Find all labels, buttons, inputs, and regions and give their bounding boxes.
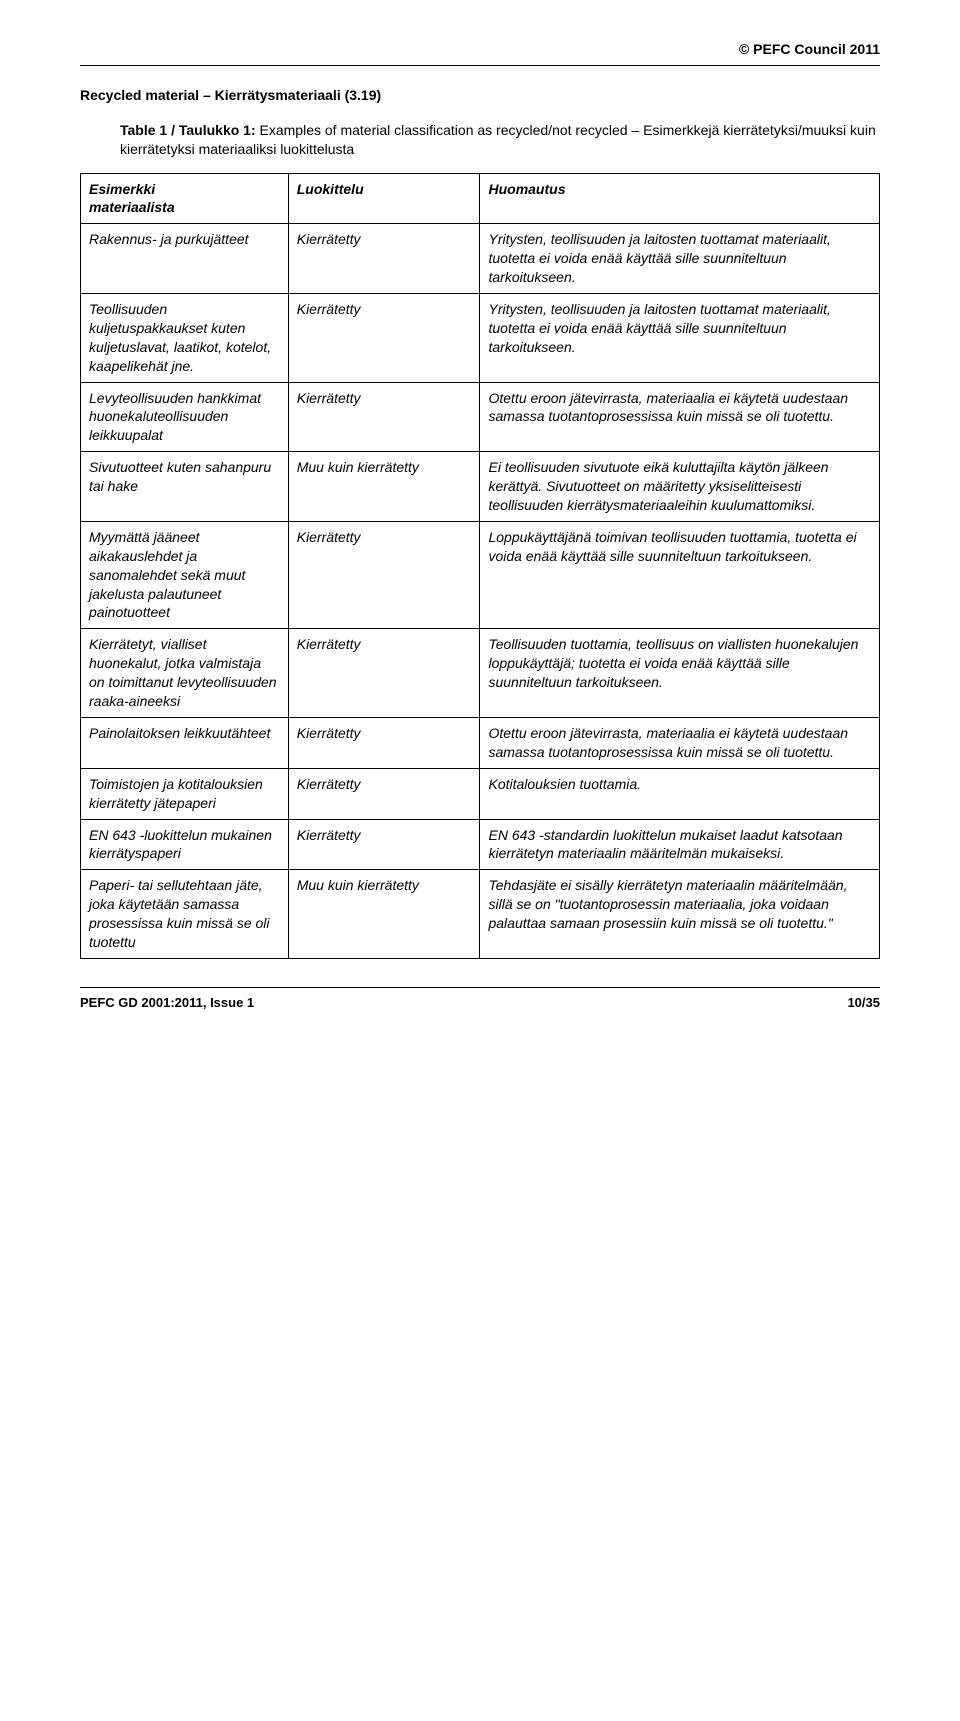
table-header-row: Esimerkki materiaalista Luokittelu Huoma…: [81, 173, 880, 224]
cell-note: Loppukäyttäjänä toimivan teollisuuden tu…: [480, 521, 880, 628]
caption-prefix: Table 1 / Taulukko 1:: [120, 122, 260, 138]
footer-doc-id: PEFC GD 2001:2011, Issue 1: [80, 994, 254, 1012]
section-title: Recycled material – Kierrätysmateriaali …: [80, 86, 880, 105]
header-example-line1: Esimerkki: [89, 181, 155, 197]
cell-class: Kierrätetty: [288, 294, 480, 383]
cell-note: Kotitalouksien tuottamia.: [480, 768, 880, 819]
cell-example: Myymättä jääneet aikakauslehdet ja sanom…: [81, 521, 289, 628]
cell-note: Yritysten, teollisuuden ja laitosten tuo…: [480, 294, 880, 383]
header-class-text: Luokittelu: [297, 181, 364, 197]
material-table: Esimerkki materiaalista Luokittelu Huoma…: [80, 173, 880, 959]
cell-example: Paperi- tai sellutehtaan jäte, joka käyt…: [81, 870, 289, 959]
table-row: Sivutuotteet kuten sahanpuru tai hake Mu…: [81, 452, 880, 522]
cell-note: Teollisuuden tuottamia, teollisuus on vi…: [480, 629, 880, 718]
cell-note: Otettu eroon jätevirrasta, materiaalia e…: [480, 382, 880, 452]
cell-note: EN 643 -standardin luokittelun mukaiset …: [480, 819, 880, 870]
table-row: Kierrätetyt, vialliset huonekalut, jotka…: [81, 629, 880, 718]
header-note: Huomautus: [480, 173, 880, 224]
table-row: Levyteollisuuden hankkimat huonekaluteol…: [81, 382, 880, 452]
header-classification: Luokittelu: [288, 173, 480, 224]
header-note-text: Huomautus: [488, 181, 565, 197]
table-row: Myymättä jääneet aikakauslehdet ja sanom…: [81, 521, 880, 628]
cell-example: EN 643 -luokittelun mukainen kierrätyspa…: [81, 819, 289, 870]
table-caption: Table 1 / Taulukko 1: Examples of materi…: [80, 121, 880, 159]
copyright-line: © PEFC Council 2011: [80, 40, 880, 66]
cell-example: Painolaitoksen leikkuutähteet: [81, 717, 289, 768]
header-example-line2: materiaalista: [89, 199, 175, 215]
cell-note: Tehdasjäte ei sisälly kierrätetyn materi…: [480, 870, 880, 959]
cell-note: Ei teollisuuden sivutuote eikä kuluttaji…: [480, 452, 880, 522]
cell-example: Kierrätetyt, vialliset huonekalut, jotka…: [81, 629, 289, 718]
cell-class: Kierrätetty: [288, 717, 480, 768]
cell-note: Otettu eroon jätevirrasta, materiaalia e…: [480, 717, 880, 768]
cell-example: Toimistojen ja kotitalouksien kierrätett…: [81, 768, 289, 819]
cell-note: Yritysten, teollisuuden ja laitosten tuo…: [480, 224, 880, 294]
cell-example: Rakennus- ja purkujätteet: [81, 224, 289, 294]
table-row: Teollisuuden kuljetuspakkaukset kuten ku…: [81, 294, 880, 383]
table-row: EN 643 -luokittelun mukainen kierrätyspa…: [81, 819, 880, 870]
cell-class: Muu kuin kierrätetty: [288, 870, 480, 959]
table-row: Painolaitoksen leikkuutähteet Kierrätett…: [81, 717, 880, 768]
table-row: Paperi- tai sellutehtaan jäte, joka käyt…: [81, 870, 880, 959]
table-row: Rakennus- ja purkujätteet Kierrätetty Yr…: [81, 224, 880, 294]
cell-example: Teollisuuden kuljetuspakkaukset kuten ku…: [81, 294, 289, 383]
page-footer: PEFC GD 2001:2011, Issue 1 10/35: [80, 987, 880, 1012]
cell-class: Kierrätetty: [288, 768, 480, 819]
cell-example: Levyteollisuuden hankkimat huonekaluteol…: [81, 382, 289, 452]
table-row: Toimistojen ja kotitalouksien kierrätett…: [81, 768, 880, 819]
footer-page-number: 10/35: [847, 994, 880, 1012]
cell-class: Kierrätetty: [288, 521, 480, 628]
cell-class: Muu kuin kierrätetty: [288, 452, 480, 522]
cell-example: Sivutuotteet kuten sahanpuru tai hake: [81, 452, 289, 522]
cell-class: Kierrätetty: [288, 224, 480, 294]
header-example: Esimerkki materiaalista: [81, 173, 289, 224]
cell-class: Kierrätetty: [288, 629, 480, 718]
cell-class: Kierrätetty: [288, 382, 480, 452]
cell-class: Kierrätetty: [288, 819, 480, 870]
